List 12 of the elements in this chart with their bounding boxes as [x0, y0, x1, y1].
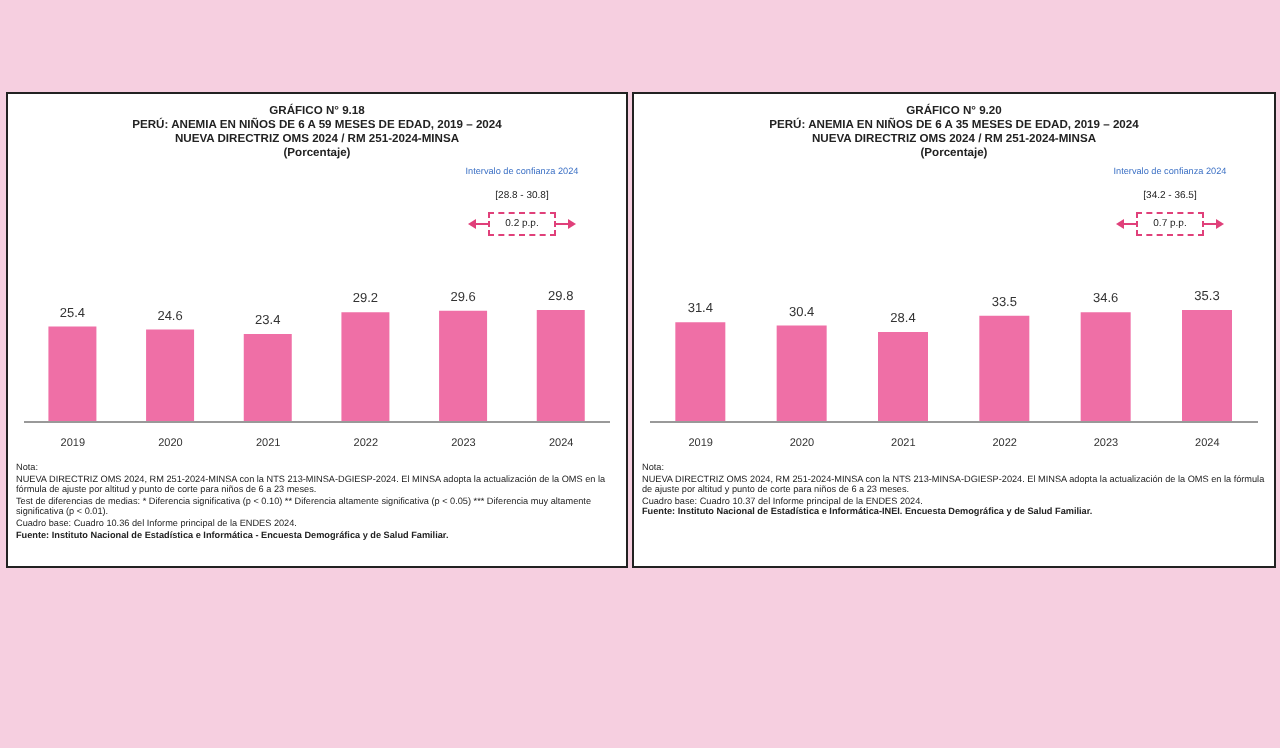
bar: [439, 310, 488, 422]
bar: [536, 310, 585, 422]
bar: [243, 334, 292, 422]
bar: [146, 329, 195, 422]
bar: [1080, 312, 1131, 422]
bar: [48, 326, 97, 422]
bar: [878, 331, 928, 422]
bar: [1182, 310, 1232, 422]
bar: [341, 312, 390, 422]
bar: [979, 315, 1030, 422]
bar: [776, 325, 827, 422]
bar: [675, 322, 726, 422]
